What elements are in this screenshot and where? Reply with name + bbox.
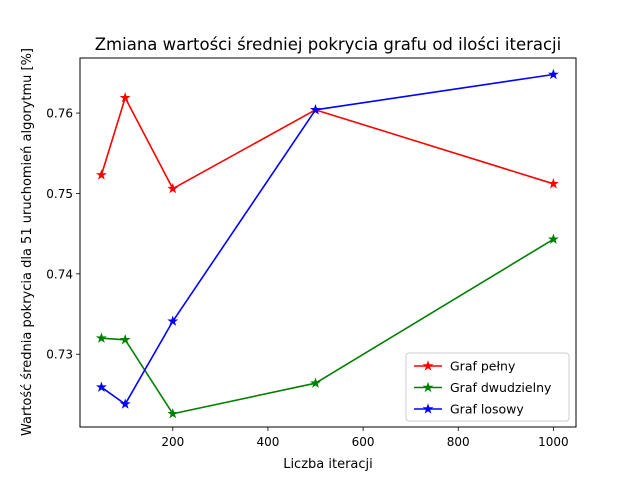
- plot-area: 200 400 600 800 1000 0.73 0.74 0.75 0.76: [46, 57, 577, 449]
- axes-frame: [79, 57, 577, 428]
- data-point-1-3: [310, 377, 321, 388]
- y-tick-label-3: 0.76: [46, 107, 73, 121]
- data-point-0-2: [167, 182, 179, 194]
- data-point-1-4: [547, 233, 559, 244]
- y-tick-label-1: 0.74: [46, 267, 73, 281]
- series-line-0: [100, 96, 554, 190]
- x-tick-label-0: 200: [161, 435, 184, 449]
- data-point-2-3: [310, 104, 321, 115]
- legend-marker-0: [422, 360, 434, 371]
- legend-box: [405, 352, 570, 422]
- y-tick-label-2: 0.75: [46, 187, 73, 201]
- legend-marker-1: [422, 381, 434, 393]
- x-tick-label-2: 600: [352, 435, 375, 449]
- legend-label-0: Graf pełny: [450, 359, 516, 374]
- legend-label-1: Graf dwudzielny: [450, 380, 552, 395]
- data-point-0-0: [95, 169, 107, 180]
- data-point-0-4: [547, 178, 559, 189]
- data-point-1-0: [95, 332, 107, 343]
- y-tick-label-0: 0.73: [46, 348, 73, 362]
- legend: Graf pełny Graf dwudzielny Graf losowy: [405, 352, 570, 422]
- x-tick-label-4: 1000: [538, 435, 569, 449]
- data-point-1-1: [119, 334, 131, 345]
- legend-label-2: Graf losowy: [450, 402, 524, 417]
- data-point-1-2: [167, 408, 179, 419]
- data-point-0-1: [119, 92, 131, 103]
- x-tick-label-1: 400: [256, 435, 279, 449]
- x-axis-label: Liczba iteracji: [283, 457, 373, 472]
- data-point-2-4: [547, 68, 559, 80]
- data-point-2-0: [95, 381, 107, 392]
- x-tick-label-3: 800: [447, 435, 470, 449]
- data-point-2-2: [167, 315, 179, 326]
- y-axis-label: Wartość średnia pokrycia dla 51 uruchomi…: [20, 48, 35, 436]
- data-point-2-1: [119, 398, 131, 409]
- legend-marker-2: [422, 403, 434, 414]
- chart-title: Zmiana wartości średniej pokrycia grafu …: [95, 35, 561, 54]
